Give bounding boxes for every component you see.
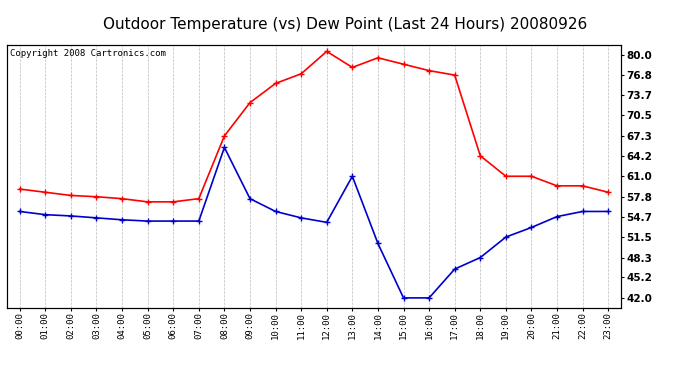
Text: Copyright 2008 Cartronics.com: Copyright 2008 Cartronics.com — [10, 49, 166, 58]
Text: Outdoor Temperature (vs) Dew Point (Last 24 Hours) 20080926: Outdoor Temperature (vs) Dew Point (Last… — [103, 17, 587, 32]
